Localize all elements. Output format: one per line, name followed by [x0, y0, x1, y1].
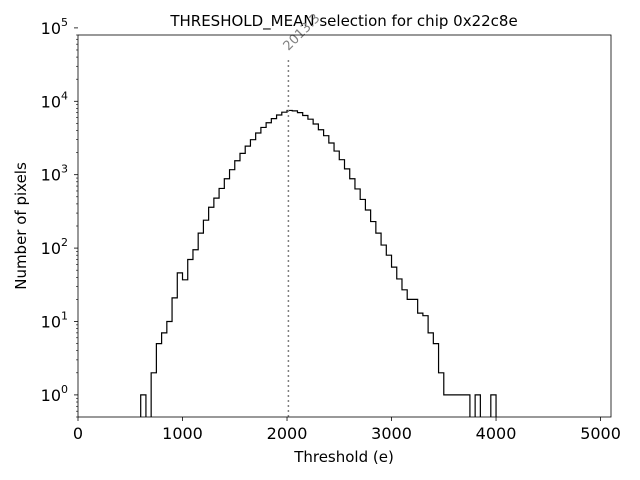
x-tick-label: 0: [73, 424, 83, 443]
histogram-bin: [183, 280, 188, 417]
histogram-bin: [465, 395, 470, 417]
x-tick-label: 5000: [580, 424, 621, 443]
histogram-bin: [219, 188, 224, 417]
y-tick-label: 104: [41, 89, 68, 111]
histogram-bin: [386, 255, 391, 417]
histogram-bin: [439, 373, 444, 417]
histogram-bin: [444, 395, 449, 417]
histogram-bin: [198, 233, 203, 417]
histogram-bin: [297, 113, 302, 417]
histogram-bin: [339, 160, 344, 417]
histogram-bin: [156, 344, 161, 417]
y-axis-label: Number of pixels: [12, 162, 30, 290]
x-tick-label: 1000: [162, 424, 203, 443]
histogram-bin: [188, 259, 193, 417]
y-tick-label: 105: [41, 16, 68, 38]
histogram-bin: [277, 115, 282, 417]
histogram-bin: [214, 198, 219, 417]
y-tick-label: 100: [41, 383, 68, 405]
histogram-bin: [433, 344, 438, 417]
histogram-bin: [402, 290, 407, 417]
y-tick-label: 102: [41, 236, 68, 258]
histogram-bin: [230, 170, 235, 417]
histogram-step: [150, 109, 471, 417]
histogram-bin: [313, 124, 318, 417]
histogram-bin: [418, 313, 423, 417]
histogram-bin: [334, 151, 339, 417]
histogram-bin: [371, 222, 376, 417]
histogram-bin: [412, 299, 417, 417]
histogram-step: [140, 394, 147, 417]
histogram-bin: [345, 169, 350, 417]
histogram-bin: [177, 273, 182, 417]
histogram-bin: [449, 395, 454, 417]
histogram-bin: [365, 210, 370, 417]
histogram-bin: [423, 316, 428, 417]
histogram-bin: [224, 179, 229, 417]
histogram-bin: [397, 279, 402, 417]
histogram-bin: [292, 111, 297, 417]
histogram-bin: [162, 333, 167, 417]
histogram-bin: [167, 322, 172, 418]
histogram-bin: [203, 220, 208, 417]
histogram-bin: [355, 189, 360, 417]
histogram-bin: [329, 143, 334, 417]
histogram-bin: [256, 133, 261, 417]
histogram-bin: [454, 395, 459, 417]
x-axis-label: Threshold (e): [293, 448, 394, 466]
histogram-bin: [376, 233, 381, 417]
histogram-bin: [392, 267, 397, 417]
histogram-bin: [172, 298, 177, 417]
histogram-bin: [407, 299, 412, 417]
x-axis: 0 1000 2000 3000 4000 5000: [73, 417, 621, 443]
histogram-bin: [475, 395, 480, 417]
histogram-bin: [282, 112, 287, 417]
histogram-bin: [141, 395, 146, 417]
y-tick-label: 101: [41, 310, 68, 332]
histogram-bin: [428, 333, 433, 417]
histogram-step: [490, 394, 497, 417]
histogram-bin: [193, 250, 198, 417]
histogram-bin: [240, 153, 245, 417]
x-tick-label: 4000: [476, 424, 517, 443]
y-tick-label: 103: [41, 163, 68, 185]
plot-area: 2013.3: [140, 11, 497, 418]
histogram-bin: [266, 123, 271, 417]
histogram-bin: [271, 119, 276, 417]
histogram-bin: [324, 136, 329, 417]
histogram-bin: [491, 395, 496, 417]
chart-title: THRESHOLD_MEAN selection for chip 0x22c8…: [169, 12, 517, 31]
histogram-bin: [151, 373, 156, 417]
histogram-bin: [318, 130, 323, 417]
histogram-bin: [245, 146, 250, 417]
histogram-step: [474, 394, 481, 417]
histogram-bin: [303, 116, 308, 417]
histogram-bin: [381, 245, 386, 417]
histogram-bin: [250, 140, 255, 417]
x-tick-label: 2000: [267, 424, 308, 443]
histogram-bin: [261, 127, 266, 417]
histogram-bin: [235, 161, 240, 417]
histogram-bin: [459, 395, 464, 417]
histogram-bin: [209, 207, 214, 417]
histogram-bin: [350, 179, 355, 417]
histogram-bin: [308, 119, 313, 417]
y-axis: 100 101 102 103 104 105: [41, 16, 78, 418]
histogram-bin: [360, 199, 365, 417]
x-tick-label: 3000: [371, 424, 412, 443]
